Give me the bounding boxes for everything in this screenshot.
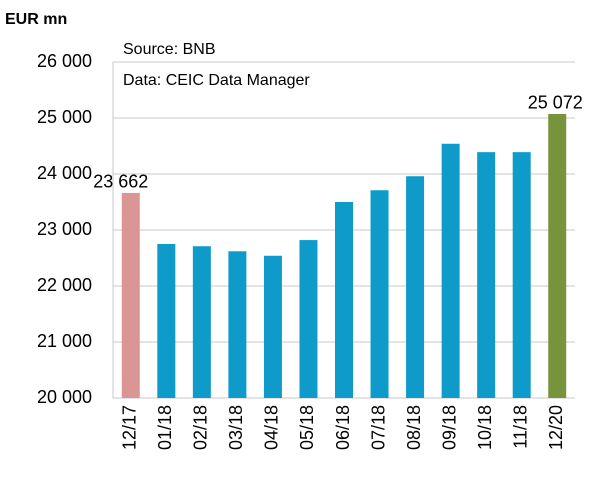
- x-tick-label: 02/18: [191, 405, 211, 450]
- x-tick-label: 09/18: [439, 405, 459, 450]
- x-tick-label: 10/18: [475, 405, 495, 450]
- bar: [335, 202, 353, 398]
- data-note: Data: CEIC Data Manager: [123, 72, 310, 89]
- y-tick-label: 20 000: [37, 387, 92, 407]
- bar: [157, 244, 176, 398]
- bar: [512, 152, 531, 398]
- x-tick-label: 06/18: [333, 405, 353, 450]
- x-tick-label: 12/20: [546, 405, 566, 450]
- x-tick-label: 08/18: [404, 405, 424, 450]
- x-tick-label: 11/18: [510, 405, 530, 449]
- bar: [299, 240, 318, 398]
- bar: [406, 176, 425, 398]
- x-tick-label: 03/18: [226, 405, 246, 450]
- x-tick-label: 12/17: [120, 405, 140, 450]
- x-tick-label: 01/18: [155, 405, 175, 450]
- source-note: Source: BNB: [123, 41, 215, 58]
- y-tick-label: 24 000: [37, 163, 92, 183]
- y-tick-label: 21 000: [37, 331, 92, 351]
- y-tick-label: 23 000: [37, 219, 92, 239]
- value-label: 23 662: [93, 172, 148, 192]
- x-tick-label: 04/18: [262, 405, 282, 450]
- bar: [370, 190, 389, 398]
- y-tick-label: 26 000: [37, 51, 92, 71]
- y-tick-label: 25 000: [37, 107, 92, 127]
- y-axis-label: EUR mn: [5, 11, 67, 28]
- bar: [441, 143, 460, 398]
- y-tick-label: 22 000: [37, 275, 92, 295]
- bar: [263, 255, 282, 398]
- x-tick-label: 07/18: [368, 405, 388, 450]
- bar: [548, 113, 567, 398]
- bar: [228, 251, 247, 398]
- x-tick-label: 05/18: [297, 405, 317, 450]
- bar: [192, 246, 211, 398]
- bar: [121, 192, 140, 398]
- bar: [477, 152, 496, 398]
- value-label: 25 072: [528, 93, 583, 113]
